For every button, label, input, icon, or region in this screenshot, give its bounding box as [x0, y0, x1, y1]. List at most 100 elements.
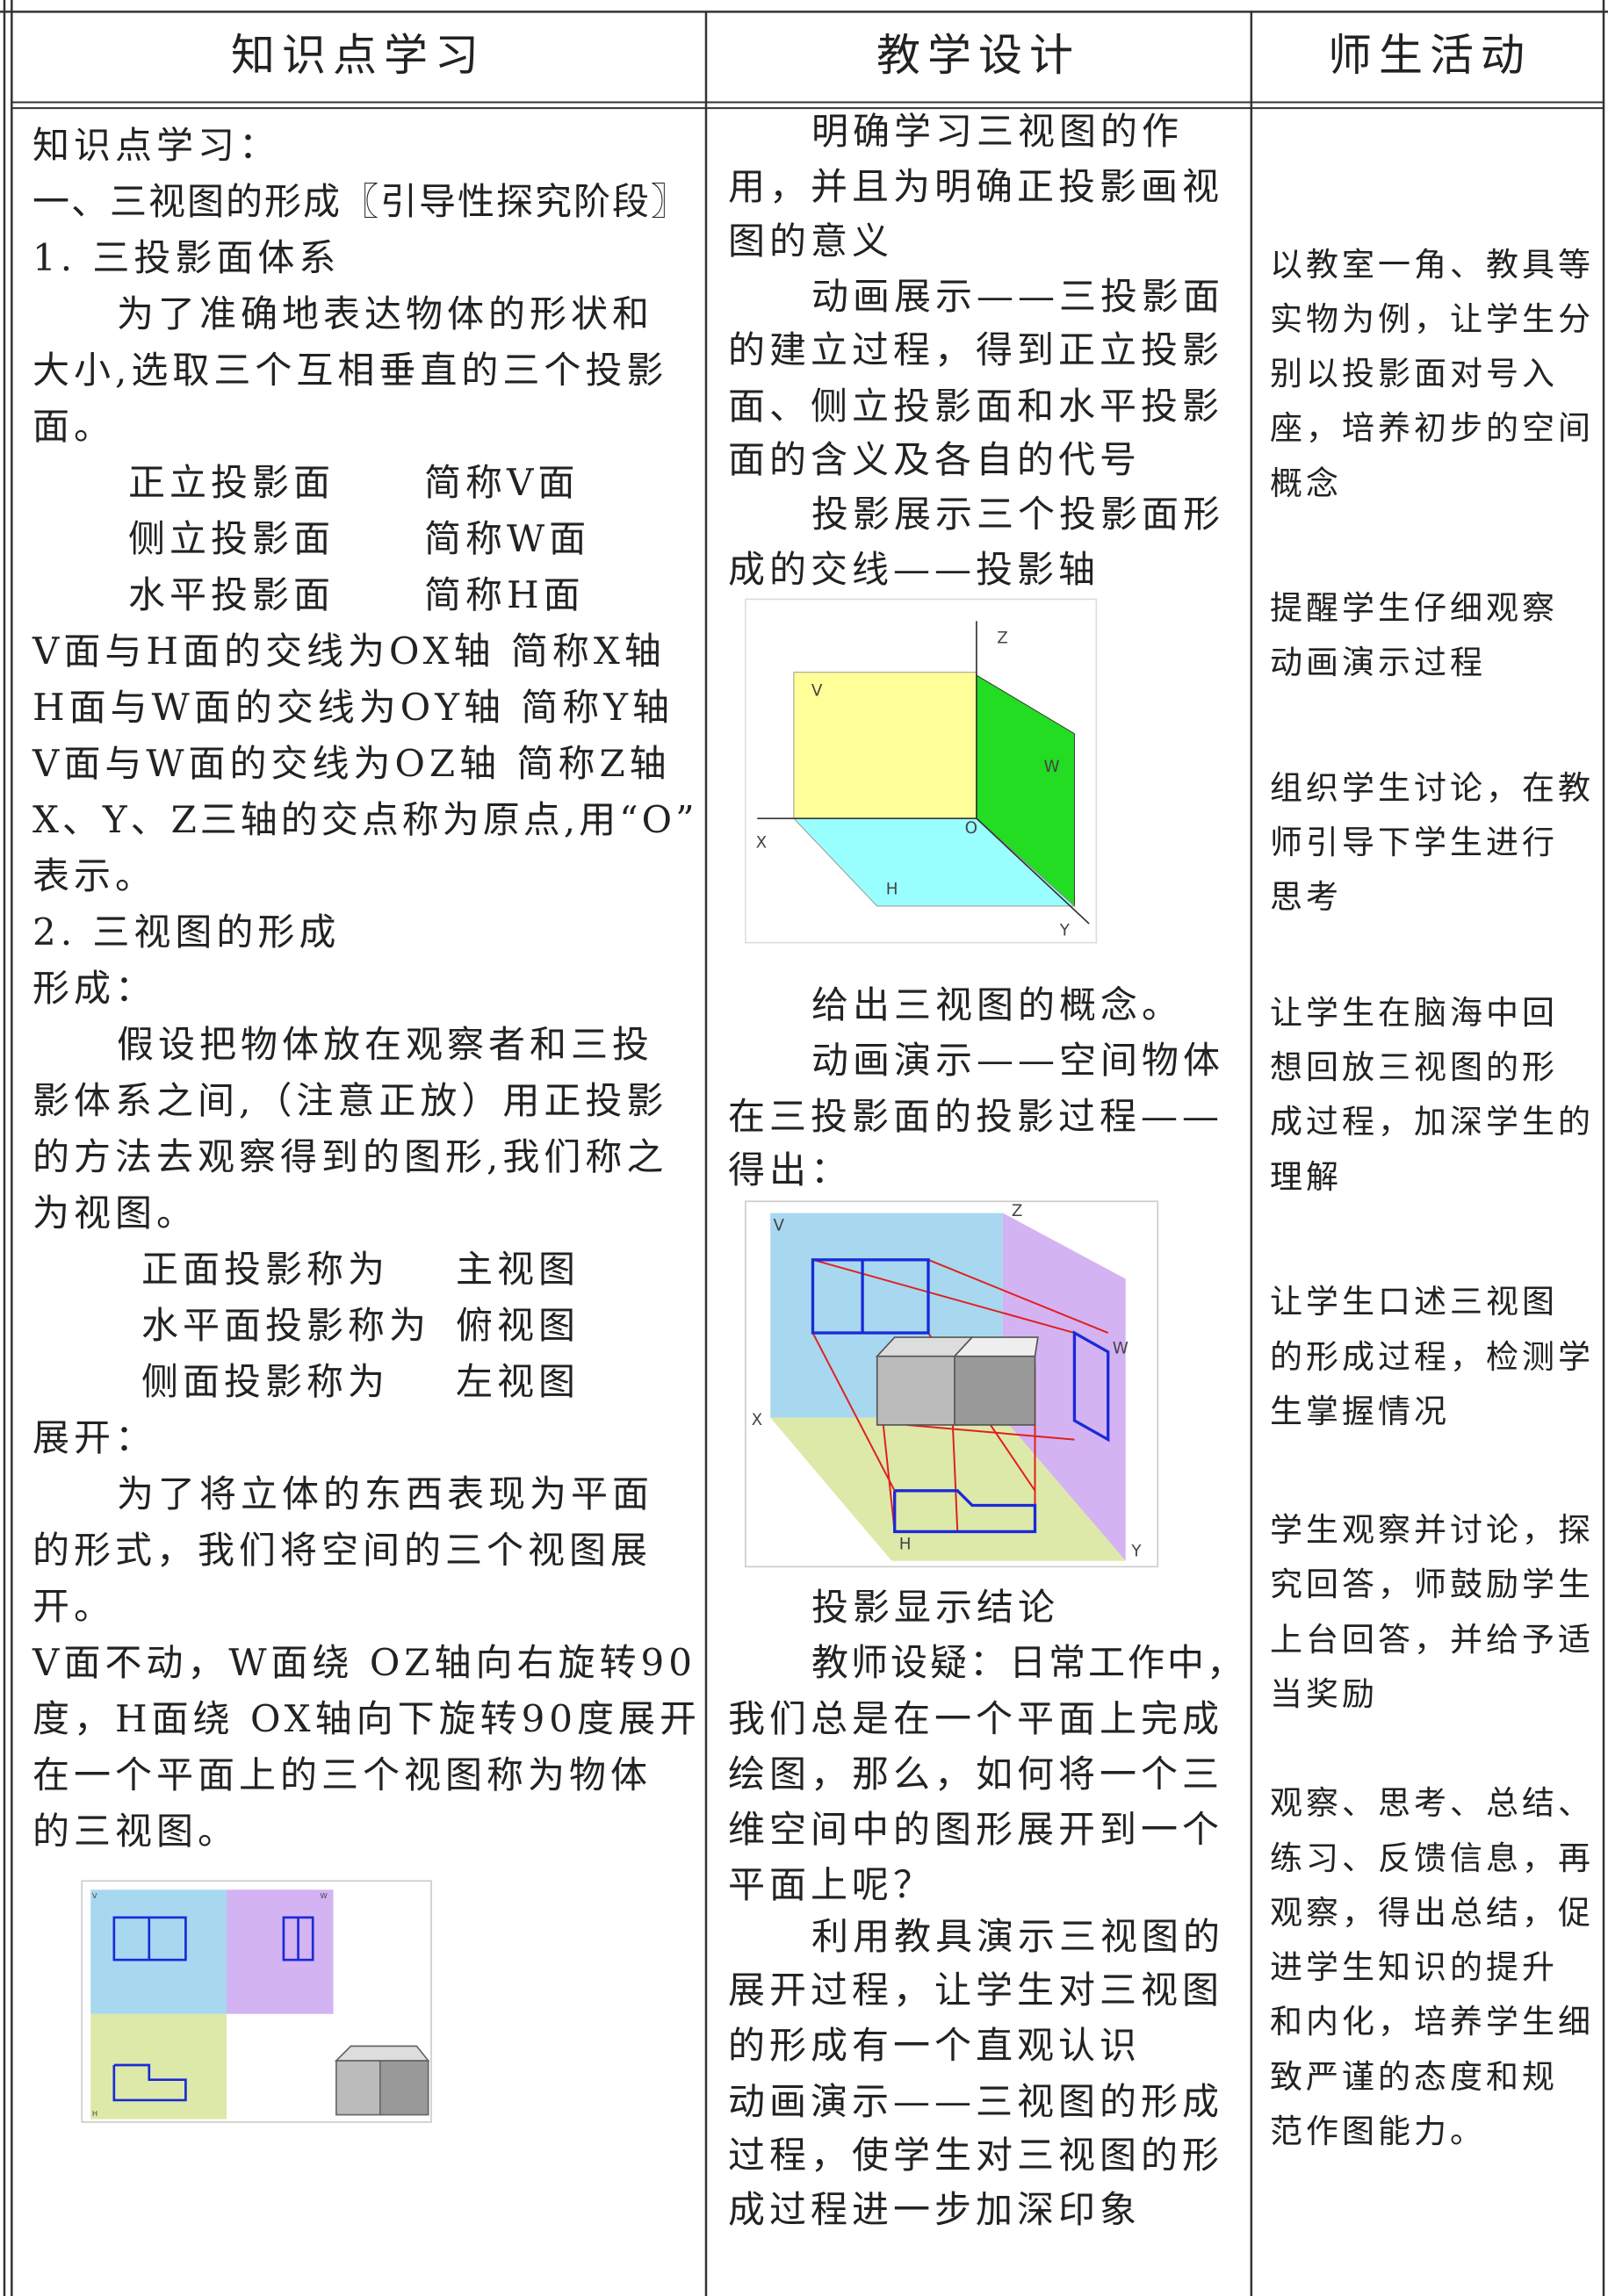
col1-line: V面与H面的交线为OX轴 简称X轴: [32, 630, 666, 673]
figure-label: V: [774, 1217, 785, 1235]
col1-line: 影体系之间,（注意正放）用正投影: [32, 1078, 668, 1122]
col3-line: 提醒学生仔细观察: [1270, 588, 1558, 627]
figure-label: X: [756, 833, 768, 852]
col1-line: 度，H面绕 OX轴向下旋转90度展开: [32, 1696, 702, 1740]
col1-line: 形成：: [32, 966, 157, 1010]
figure-label: V: [92, 1891, 97, 1900]
figure-label: Y: [1059, 921, 1071, 939]
col3-line: 学生观察并讨论，探: [1270, 1511, 1594, 1550]
col3-line: 师引导下学生进行: [1270, 823, 1558, 861]
col2-line: 平面上呢？: [728, 1863, 935, 1907]
col1-line: 简称H面: [424, 573, 585, 617]
col1-line: 简称W面: [424, 517, 591, 561]
col2-line: 在三投影面的投影过程——: [728, 1094, 1224, 1138]
col3-line: 范作图能力。: [1270, 2112, 1486, 2150]
col3-line: 思考: [1270, 878, 1342, 917]
col1-line: 在一个平面上的三个视图称为物体: [32, 1753, 653, 1796]
col2-line: 明确学习三视图的作: [811, 109, 1184, 153]
figure-label: H: [899, 1535, 912, 1553]
figure-projection: [745, 1200, 1159, 1568]
col1-line: 俯视图: [456, 1303, 580, 1347]
col3-line: 想回放三视图的形: [1270, 1048, 1558, 1087]
col1-line: 侧面投影称为: [141, 1359, 390, 1403]
col3-line: 上台回答，并给予适: [1270, 1620, 1594, 1659]
col2-line: 的建立过程，得到正立投影: [728, 328, 1224, 372]
col3-line: 让学生口述三视图: [1270, 1283, 1558, 1321]
figure-label: V: [811, 681, 823, 700]
col3-line: 概念: [1270, 464, 1342, 502]
col1-line: 正面投影称为: [141, 1247, 390, 1291]
col1-line: 为视图。: [32, 1191, 198, 1234]
col3-line: 以教室一角、教具等: [1270, 245, 1594, 284]
col1-line: 水平投影面: [128, 573, 335, 617]
col1-line: 展开：: [32, 1415, 157, 1459]
col2-line: 我们总是在一个平面上完成: [728, 1696, 1224, 1740]
col1-line: 一、三视图的形成〖引导性探究阶段〗: [32, 180, 690, 224]
col2-line: 绘图，那么，如何将一个三: [728, 1752, 1224, 1796]
col2-line: 动画展示——三投影面: [811, 274, 1225, 318]
col1-line: X、Y、Z三轴的交点称为原点,用“O”: [32, 798, 698, 842]
col2-line: 成的交线——投影轴: [728, 548, 1100, 592]
col1-line: 面。: [32, 405, 116, 449]
figure-label: W: [1043, 758, 1059, 776]
figure-label: X: [752, 1411, 763, 1429]
col1-line: 左视图: [456, 1359, 580, 1403]
figure-label: W: [321, 1891, 328, 1900]
col2-line: 教师设疑：日常工作中，: [811, 1641, 1247, 1685]
figure-label: H: [886, 881, 898, 899]
col3-line: 动画演示过程: [1270, 644, 1486, 682]
figure-label: Z: [1012, 1202, 1023, 1220]
col1-line: 开。: [32, 1584, 116, 1628]
column-header: 知识点学习: [231, 30, 486, 82]
col1-line: H面与W面的交线为OY轴 简称Y轴: [32, 686, 674, 730]
col1-line: 表示。: [32, 854, 157, 898]
col2-line: 给出三视图的概念。: [811, 983, 1184, 1027]
column-header: 教学设计: [876, 30, 1080, 82]
col3-line: 当奖励: [1270, 1674, 1378, 1713]
col1-line: 1. 三投影面体系: [32, 236, 341, 280]
col1-line: 的方法去观察得到的图形,我们称之: [32, 1134, 668, 1178]
col2-line: 维空间中的图形展开到一个: [728, 1808, 1224, 1851]
col2-line: 投影显示结论: [811, 1586, 1060, 1629]
figure-label: Y: [1130, 1543, 1142, 1561]
col2-line: 过程，使学生对三视图的形: [728, 2134, 1224, 2177]
col3-line: 致严谨的态度和规: [1270, 2057, 1558, 2096]
col3-line: 观察、思考、总结、: [1270, 1784, 1594, 1823]
col1-line: 侧立投影面: [128, 517, 335, 561]
col3-line: 让学生在脑海中回: [1270, 993, 1558, 1032]
col3-line: 实物为例，让学生分: [1270, 299, 1594, 338]
col1-line: 正立投影面: [128, 461, 335, 505]
col3-line: 生掌握情况: [1270, 1392, 1450, 1430]
col1-line: 的形式，我们将空间的三个视图展: [32, 1528, 653, 1572]
col1-line: 大小,选取三个互相垂直的三个投影: [32, 349, 668, 392]
figure-unfolded: [81, 1880, 432, 2123]
figure-label: Z: [997, 629, 1008, 647]
col3-line: 别以投影面对号入: [1270, 355, 1558, 393]
col2-line: 图的意义: [728, 219, 894, 263]
column-header: 师生活动: [1328, 30, 1532, 82]
col3-line: 练习、反馈信息，再: [1270, 1839, 1594, 1877]
col2-line: 展开过程，让学生对三视图: [728, 1969, 1224, 2012]
col3-line: 观察，得出总结，促: [1270, 1893, 1594, 1932]
col2-line: 成过程进一步加深印象: [728, 2187, 1142, 2231]
col1-line: 为了将立体的东西表现为平面: [117, 1472, 654, 1515]
col2-line: 面、侧立投影面和水平投影: [728, 384, 1224, 428]
col1-line: 2. 三视图的形成: [32, 910, 341, 954]
col3-line: 和内化，培养学生细: [1270, 2003, 1594, 2041]
col1-line: 假设把物体放在观察者和三投: [117, 1022, 654, 1066]
figure-planes: [745, 598, 1098, 944]
col1-line: 简称V面: [424, 461, 580, 505]
col2-line: 得出：: [728, 1148, 853, 1192]
col3-line: 的形成过程，检测学: [1270, 1337, 1594, 1376]
col2-line: 面的含义及各自的代号: [728, 438, 1142, 482]
figure-label: H: [92, 2109, 97, 2118]
col3-line: 理解: [1270, 1157, 1342, 1196]
col3-line: 座，培养初步的空间: [1270, 409, 1594, 448]
col1-line: V面不动，W面绕 OZ轴向右旋转90: [32, 1640, 696, 1684]
col1-line: V面与W面的交线为OZ轴 简称Z轴: [32, 742, 671, 786]
col1-line: 知识点学习：: [32, 124, 281, 168]
col2-line: 动画演示——空间物体: [811, 1039, 1225, 1083]
col1-line: 为了准确地表达物体的形状和: [117, 292, 654, 336]
